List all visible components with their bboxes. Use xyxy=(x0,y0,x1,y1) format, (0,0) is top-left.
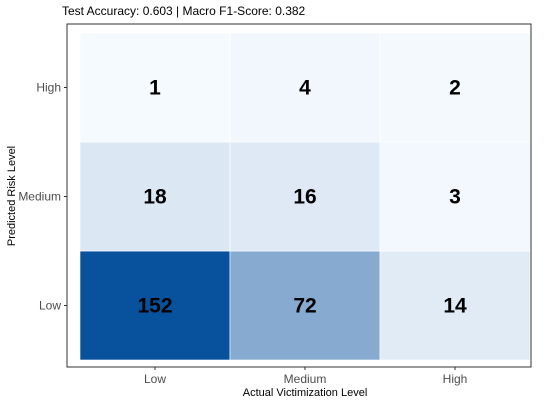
cell-value-label: 2 xyxy=(449,77,461,100)
x-tick-label: Low xyxy=(144,372,166,386)
plot-panel-border xyxy=(66,23,532,368)
y-axis-ticks: Low Medium High xyxy=(18,81,67,313)
cell-value-label: 1 xyxy=(149,77,161,100)
y-tick-label: High xyxy=(36,81,61,95)
cell-value-label: 152 xyxy=(137,295,172,318)
x-tick-label: Medium xyxy=(284,372,327,386)
y-tick-label: Low xyxy=(39,299,61,313)
heatmap-cell-pred-medium-actual-low xyxy=(79,141,231,252)
heatmap-cell-pred-high-actual-high xyxy=(379,32,531,143)
cell-value-label: 72 xyxy=(293,295,316,318)
chart-title: Test Accuracy: 0.603 | Macro F1-Score: 0… xyxy=(62,4,306,18)
cell-value-label: 18 xyxy=(143,186,167,209)
heatmap-cell-pred-low-actual-low xyxy=(79,250,231,361)
cell-value-label: 4 xyxy=(299,77,311,100)
x-axis-label: Actual Victimization Level xyxy=(243,387,368,399)
x-tick-label: High xyxy=(443,372,468,386)
heatmap-cell-pred-low-actual-high xyxy=(379,250,531,361)
cell-value-label: 14 xyxy=(443,295,467,318)
y-axis-label: Predicted Risk Level xyxy=(6,146,18,246)
heatmap-cell-pred-medium-actual-medium xyxy=(229,141,381,252)
cell-value-label: 16 xyxy=(293,186,316,209)
cell-value-label: 3 xyxy=(449,186,461,209)
heatmap-cell-pred-high-actual-low xyxy=(79,32,231,143)
y-tick-label: Medium xyxy=(18,190,61,204)
heatmap-cell-pred-medium-actual-high xyxy=(379,141,531,252)
heatmap-cell-pred-high-actual-medium xyxy=(229,32,381,143)
x-axis-ticks: Low Medium High xyxy=(144,367,467,386)
